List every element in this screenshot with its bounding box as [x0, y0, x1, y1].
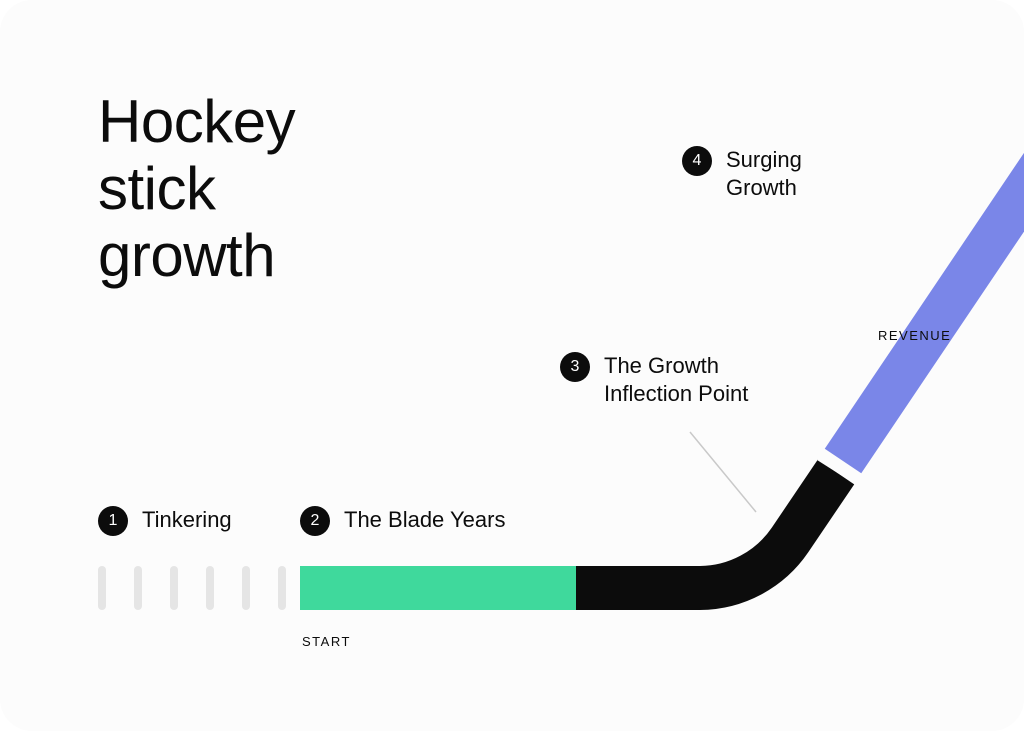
stage-2-label: The Blade Years	[344, 506, 505, 534]
stage-3-badge: 3	[560, 352, 590, 382]
stage-4-label: Surging Growth	[726, 146, 802, 201]
stage-1: 1 Tinkering	[98, 506, 232, 536]
inflection-segment	[576, 472, 836, 588]
stage-2-badge: 2	[300, 506, 330, 536]
stage-4-badge: 4	[682, 146, 712, 176]
stage-3: 3 The Growth Inflection Point	[560, 352, 748, 407]
surging-growth-segment	[843, 20, 1024, 461]
hockey-stick-curve	[0, 0, 1024, 731]
start-label: START	[302, 634, 351, 649]
stage-1-label: Tinkering	[142, 506, 232, 534]
stage-2: 2 The Blade Years	[300, 506, 505, 536]
stage-1-badge: 1	[98, 506, 128, 536]
stage-4: 4 Surging Growth	[682, 146, 802, 201]
revenue-label: REVENUE	[878, 328, 951, 343]
inflection-connector-line	[690, 432, 756, 512]
stage-3-label: The Growth Inflection Point	[604, 352, 748, 407]
curve-gap	[836, 461, 843, 472]
diagram-card: Hockey stick growth 1 Tinkering 2 The Bl…	[0, 0, 1024, 731]
